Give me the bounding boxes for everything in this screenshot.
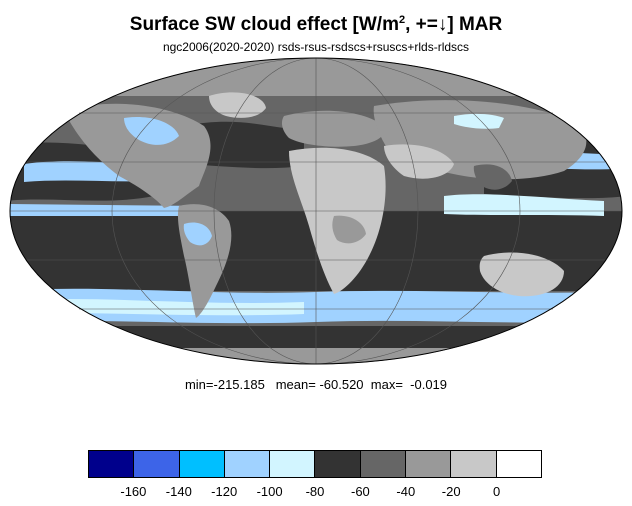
colorbar-swatch — [451, 451, 497, 477]
colorbar-swatch — [360, 451, 407, 477]
stats-mean-label: mean= — [275, 377, 316, 392]
colorbar-swatch — [315, 451, 361, 477]
colorbar-labels: -160 -140 -120 -100 -80 -60 -40 -20 0 — [0, 484, 632, 502]
colorbar-swatch — [224, 451, 271, 477]
colorbar-tick-label: 0 — [492, 484, 501, 499]
colorbar-tick-label: -20 — [441, 484, 461, 499]
plot-title: Surface SW cloud effect [W/m2, +=↓] MAR — [0, 8, 632, 37]
title-main: Surface SW cloud effect [W/m — [129, 14, 399, 35]
colorbar-swatch — [134, 451, 180, 477]
land-europe — [281, 110, 385, 147]
land-north-america-blue — [124, 116, 179, 145]
stats-line: min=-215.185 mean= -60.520 max= -0.019 — [0, 376, 632, 394]
land-amazon-blue — [183, 222, 212, 246]
colorbar-tick-label: -60 — [350, 484, 370, 499]
land-middle-east — [384, 144, 454, 179]
land-greenland — [209, 92, 266, 118]
colorbar-tick-label: -40 — [396, 484, 416, 499]
field-southern-ocean-pale — [24, 299, 304, 316]
colorbar-tick-label: -160 — [120, 484, 147, 499]
colorbar-tick-label: -100 — [256, 484, 283, 499]
colorbar — [88, 450, 542, 478]
stats-max: -0.019 — [410, 377, 448, 392]
field-itcz-blue-pacific — [10, 204, 204, 216]
world-map — [9, 57, 623, 365]
title-tail: , +=↓] MAR — [405, 14, 503, 35]
stats-mean: -60.520 — [319, 377, 364, 392]
plot-subtitle: ngc2006(2020-2020) rsds-rsus-rsdscs+rsus… — [162, 40, 470, 54]
colorbar-swatch — [406, 451, 452, 477]
land-south-asia — [473, 164, 512, 190]
field-natlantic — [184, 121, 304, 169]
colorbar-tick-label: -120 — [211, 484, 238, 499]
stats-min-label: min= — [184, 377, 214, 392]
colorbar-swatch — [496, 451, 541, 477]
map-border — [9, 57, 623, 365]
colorbar-tick-label: -140 — [165, 484, 192, 499]
land-australia — [479, 252, 564, 297]
colorbar-swatch — [89, 451, 135, 477]
colorbar-swatch — [270, 451, 316, 477]
stats-min: -215.185 — [213, 377, 265, 392]
colorbar-tick-label: -80 — [305, 484, 325, 499]
land-central-africa — [332, 215, 366, 244]
colorbar-swatch — [179, 451, 225, 477]
stats-max-label: max= — [370, 377, 403, 392]
title-superscript: 2 — [398, 14, 406, 26]
land-siberia-pale — [454, 113, 504, 129]
field-itcz-blue-west — [444, 194, 604, 216]
